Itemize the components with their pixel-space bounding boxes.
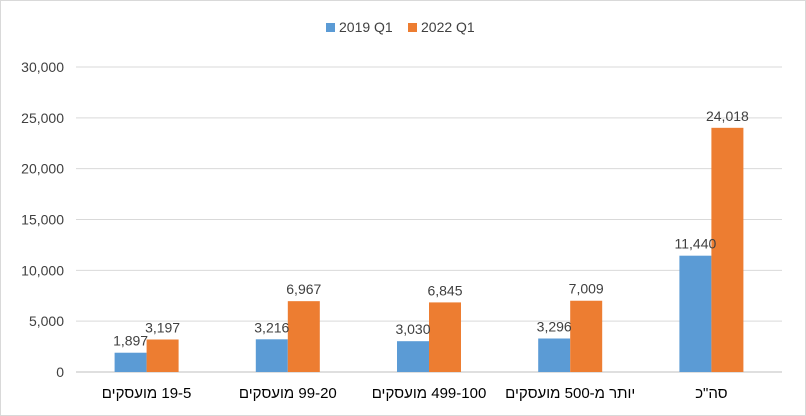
y-tick-label: 20,000 <box>21 161 64 177</box>
data-label: 7,009 <box>569 281 604 297</box>
data-label: 3,030 <box>395 321 430 337</box>
bar <box>397 341 429 372</box>
bar <box>287 301 320 372</box>
x-category-label: סה"כ <box>695 385 728 402</box>
bar <box>146 339 179 372</box>
x-category-label: 19-5 מועסקים <box>102 385 192 402</box>
bar <box>711 127 744 372</box>
data-label: 1,897 <box>113 333 148 349</box>
legend-label: 2019 Q1 <box>339 19 393 35</box>
bar <box>255 339 288 372</box>
bar <box>538 338 571 372</box>
legend-swatch <box>408 23 417 32</box>
data-label: 24,018 <box>706 108 749 124</box>
x-category-label: 499-100 מועסקים <box>372 385 487 402</box>
data-label: 3,197 <box>145 319 180 335</box>
y-tick-label: 15,000 <box>21 212 64 228</box>
y-axis-ticks: 0 5,000 10,000 15,000 20,000 25,000 30,000 <box>21 59 64 380</box>
legend-label: 2022 Q1 <box>421 19 475 35</box>
x-axis-categories: 19-5 מועסקים 99-20 מועסקים 499-100 מועסקים… <box>102 385 728 402</box>
y-tick-label: 0 <box>56 364 64 380</box>
y-tick-label: 5,000 <box>29 313 64 329</box>
legend: 2019 Q1 2022 Q1 <box>326 19 475 35</box>
y-tick-label: 30,000 <box>21 59 64 75</box>
bar <box>114 352 147 372</box>
bar <box>570 300 603 372</box>
data-label: 6,845 <box>427 282 462 298</box>
bar <box>679 255 712 372</box>
data-label: 3,216 <box>254 319 289 335</box>
legend-swatch <box>326 23 335 32</box>
x-category-label: יותר מ-500 מועסקים <box>505 385 635 402</box>
data-label: 11,440 <box>675 236 717 252</box>
x-category-label: 99-20 מועסקים <box>239 385 337 402</box>
data-label: 6,967 <box>286 281 321 297</box>
y-tick-label: 25,000 <box>21 110 64 126</box>
bar <box>429 302 461 372</box>
gridlines <box>76 66 782 373</box>
bars <box>114 127 744 372</box>
data-label: 3,296 <box>537 318 572 334</box>
y-tick-label: 10,000 <box>21 262 64 278</box>
